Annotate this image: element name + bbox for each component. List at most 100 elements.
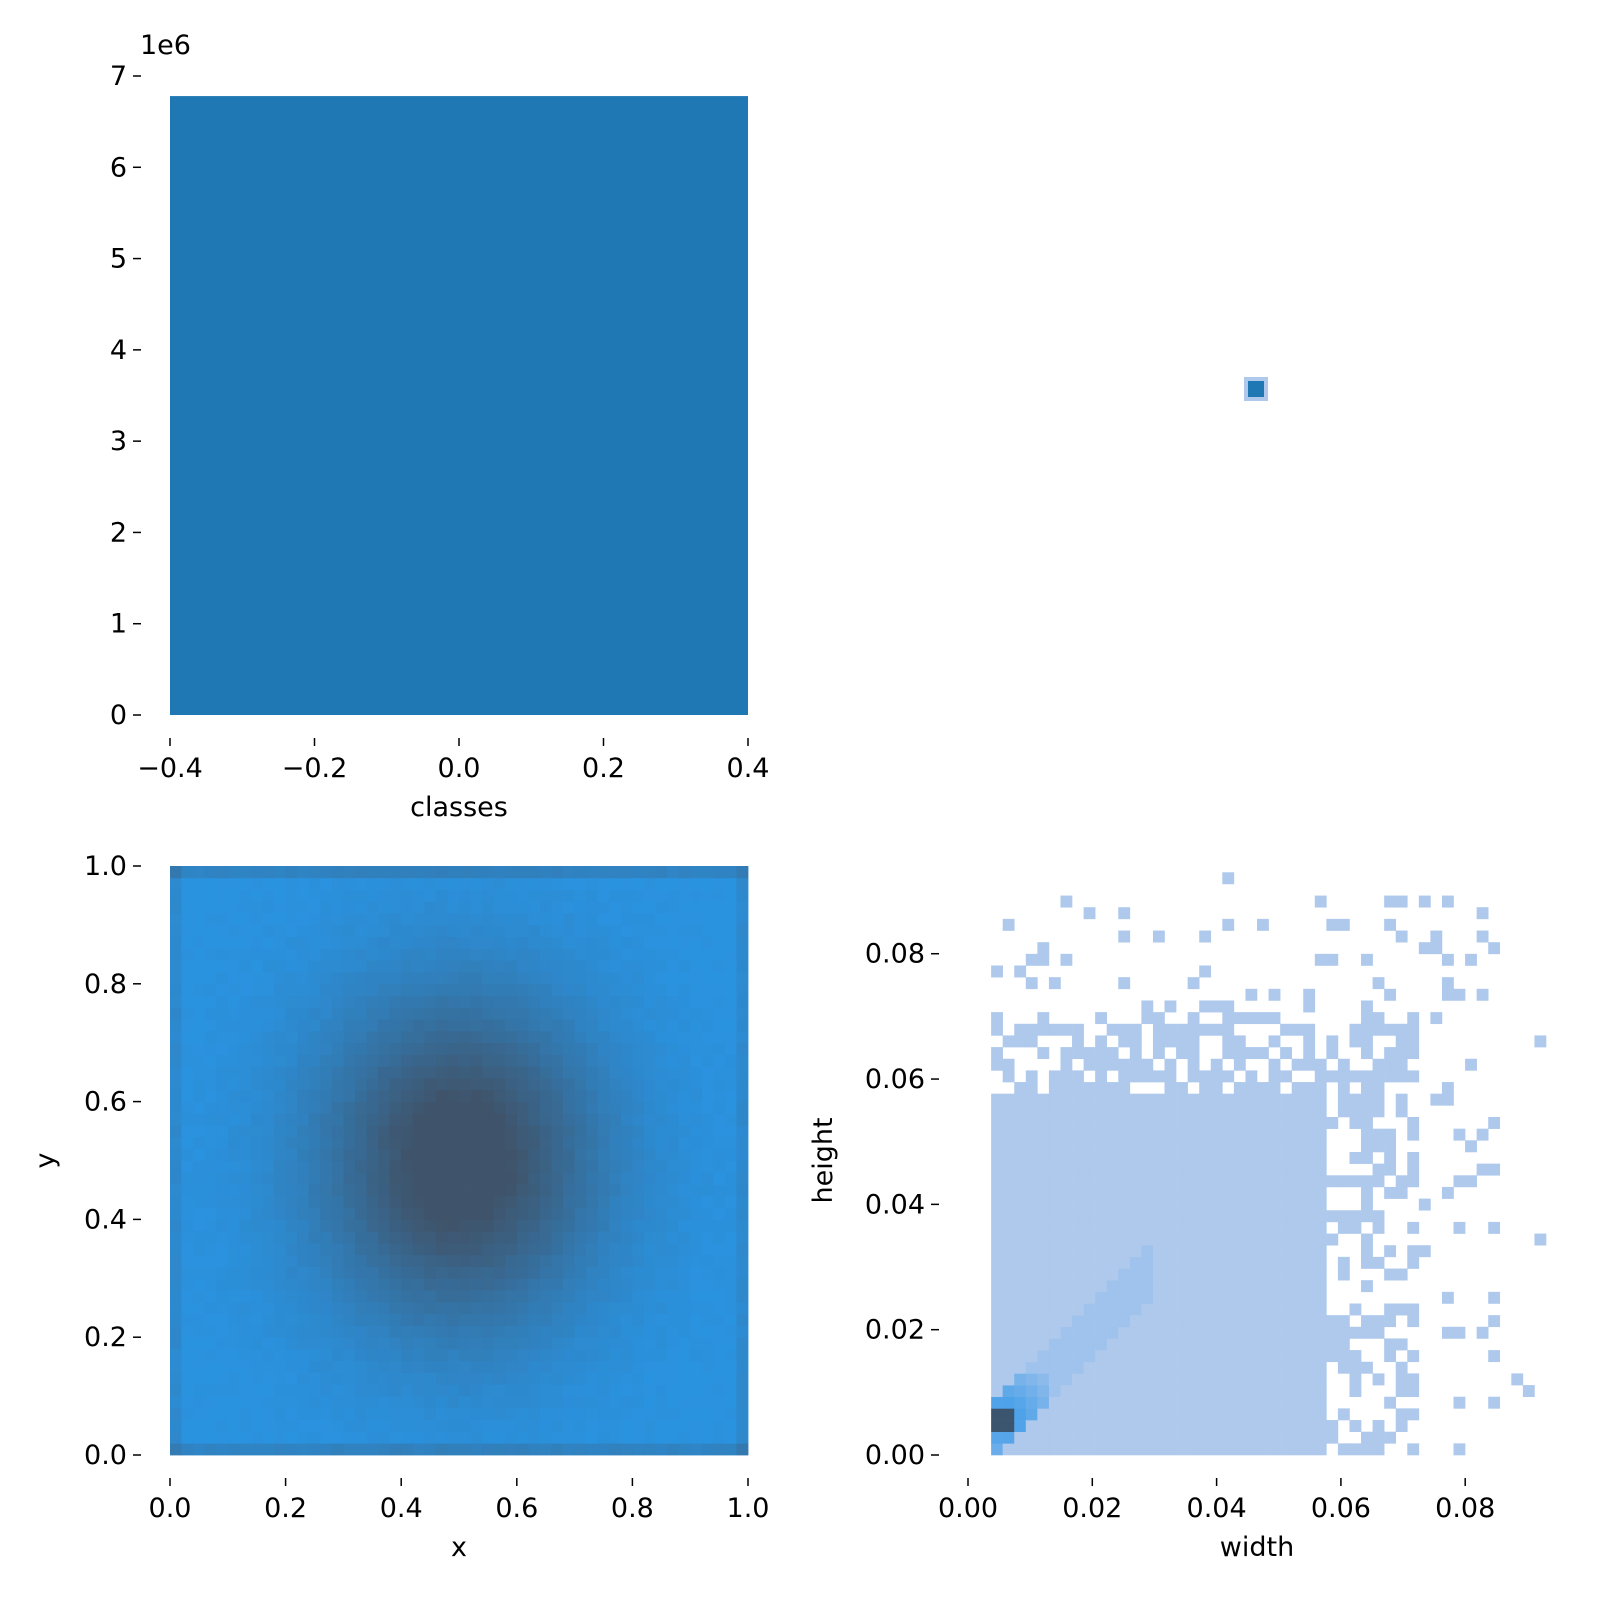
histogram-cell	[1511, 1373, 1524, 1386]
histogram-cell	[1060, 1291, 1073, 1304]
heatmap-cell	[551, 1278, 564, 1291]
histogram-cell	[1291, 1291, 1304, 1304]
heatmap-cell	[574, 1195, 587, 1209]
heatmap-cell	[193, 1101, 206, 1114]
heatmap-cell	[354, 960, 367, 973]
heatmap-cell	[331, 1054, 344, 1067]
heatmap-cell	[250, 1313, 263, 1326]
histogram-cell	[1210, 1396, 1223, 1409]
histogram-cell	[1210, 1408, 1223, 1421]
heatmap-cell	[667, 972, 680, 985]
histogram-cell	[1106, 1140, 1119, 1153]
heatmap-cell	[586, 1325, 599, 1338]
heatmap-cell	[563, 1337, 575, 1350]
heatmap-cell	[632, 1030, 645, 1044]
heatmap-cell	[643, 1325, 656, 1338]
histogram-cell	[1453, 1128, 1466, 1141]
heatmap-cell	[366, 1054, 379, 1067]
heatmap-cell	[655, 866, 668, 879]
histogram-cell	[1280, 1326, 1292, 1339]
heatmap-cell	[424, 1207, 437, 1220]
heatmap-cell	[597, 1396, 610, 1409]
heatmap-cell	[308, 995, 321, 1008]
heatmap-cell	[493, 1313, 506, 1326]
histogram-cell	[1072, 1023, 1084, 1036]
heatmap-cell	[389, 983, 402, 996]
heatmap-cell	[308, 1207, 321, 1220]
histogram-cell	[1164, 1000, 1177, 1013]
heatmap-cell	[597, 1160, 610, 1173]
histogram-cell	[1118, 1431, 1131, 1444]
heatmap-cell	[493, 1372, 506, 1385]
heatmap-cell	[701, 866, 714, 879]
histogram-cell	[1280, 1280, 1292, 1293]
heatmap-cell	[690, 924, 703, 938]
histogram-cell	[1037, 1443, 1050, 1456]
histogram-cell	[1129, 1105, 1142, 1118]
histogram-cell	[1141, 1093, 1154, 1106]
histogram-cell	[1072, 1070, 1084, 1083]
histogram-cell	[1372, 1210, 1385, 1223]
heatmap-cell	[482, 889, 495, 902]
heatmap-cell	[308, 1101, 321, 1114]
heatmap-cell	[528, 1431, 541, 1444]
histogram-cell	[1002, 1093, 1015, 1106]
histogram-cell	[1072, 1105, 1084, 1118]
heatmap-cell	[459, 1148, 471, 1161]
heatmap-cell	[193, 1431, 206, 1444]
histogram-cell	[1314, 1385, 1327, 1398]
heatmap-cell	[632, 1054, 645, 1067]
histogram-cell	[991, 1198, 1003, 1211]
histogram-cell	[1187, 1420, 1200, 1432]
histogram-cell	[1129, 1047, 1142, 1060]
heatmap-cell	[620, 1396, 633, 1409]
heatmap-cell	[632, 1407, 645, 1421]
histogram-cell	[1280, 1210, 1292, 1223]
heatmap-cell	[713, 1278, 726, 1291]
heatmap-cell	[378, 1007, 391, 1020]
heatmap-cell	[412, 960, 425, 973]
heatmap-cell	[690, 972, 703, 985]
heatmap-cell	[667, 948, 680, 961]
histogram-cell	[1280, 1350, 1292, 1363]
histogram-cell	[1118, 1280, 1131, 1293]
histogram-cell	[1349, 1023, 1362, 1036]
histogram-cell	[1106, 1210, 1119, 1223]
heatmap-cell	[482, 924, 495, 938]
heatmap-cell	[713, 1136, 726, 1150]
heatmap-cell	[551, 1348, 564, 1362]
heatmap-cell	[435, 1030, 448, 1044]
heatmap-cell	[308, 1337, 321, 1350]
heatmap-cell	[620, 1160, 633, 1173]
histogram-cell	[1048, 1303, 1061, 1316]
histogram-cell	[1199, 1303, 1212, 1316]
heatmap-cell	[250, 1125, 263, 1138]
histogram-cell	[1199, 1198, 1212, 1211]
histogram-cell	[1384, 1431, 1397, 1444]
heatmap-cell	[597, 1066, 610, 1079]
heatmap-cell	[239, 1172, 252, 1185]
heatmap-cell	[655, 1207, 668, 1220]
histogram-cell	[991, 1058, 1003, 1071]
heatmap-cell	[447, 1195, 460, 1209]
heatmap-cell	[505, 1266, 518, 1279]
heatmap-cell	[690, 1431, 703, 1444]
heatmap-cell	[204, 1313, 217, 1326]
heatmap-cell	[435, 1254, 448, 1267]
heatmap-cell	[274, 1030, 286, 1044]
histogram-cell	[1280, 1175, 1292, 1188]
histogram-cell	[1083, 1151, 1096, 1164]
heatmap-cell	[239, 948, 252, 961]
heatmap-cell	[227, 1160, 240, 1173]
histogram-cell	[1060, 1082, 1073, 1094]
heatmap-cell	[412, 995, 425, 1008]
heatmap-cell	[551, 1019, 564, 1032]
x-tick-label: 0.8	[611, 1493, 654, 1524]
heatmap-cell	[632, 983, 645, 996]
histogram-cell	[1025, 1373, 1038, 1386]
heatmap-cell	[620, 972, 633, 985]
heatmap-cell	[528, 1113, 541, 1126]
histogram-cell	[1314, 1408, 1327, 1421]
heatmap-cell	[690, 866, 703, 879]
heatmap-cell	[274, 1231, 286, 1244]
